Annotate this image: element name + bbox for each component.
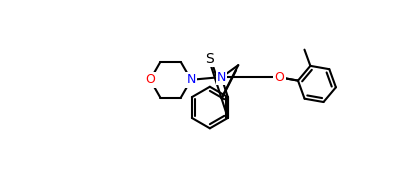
Text: O: O xyxy=(275,71,285,84)
Text: N: N xyxy=(217,71,226,84)
Text: S: S xyxy=(205,52,213,66)
Text: O: O xyxy=(145,73,155,86)
Text: N: N xyxy=(186,73,196,86)
